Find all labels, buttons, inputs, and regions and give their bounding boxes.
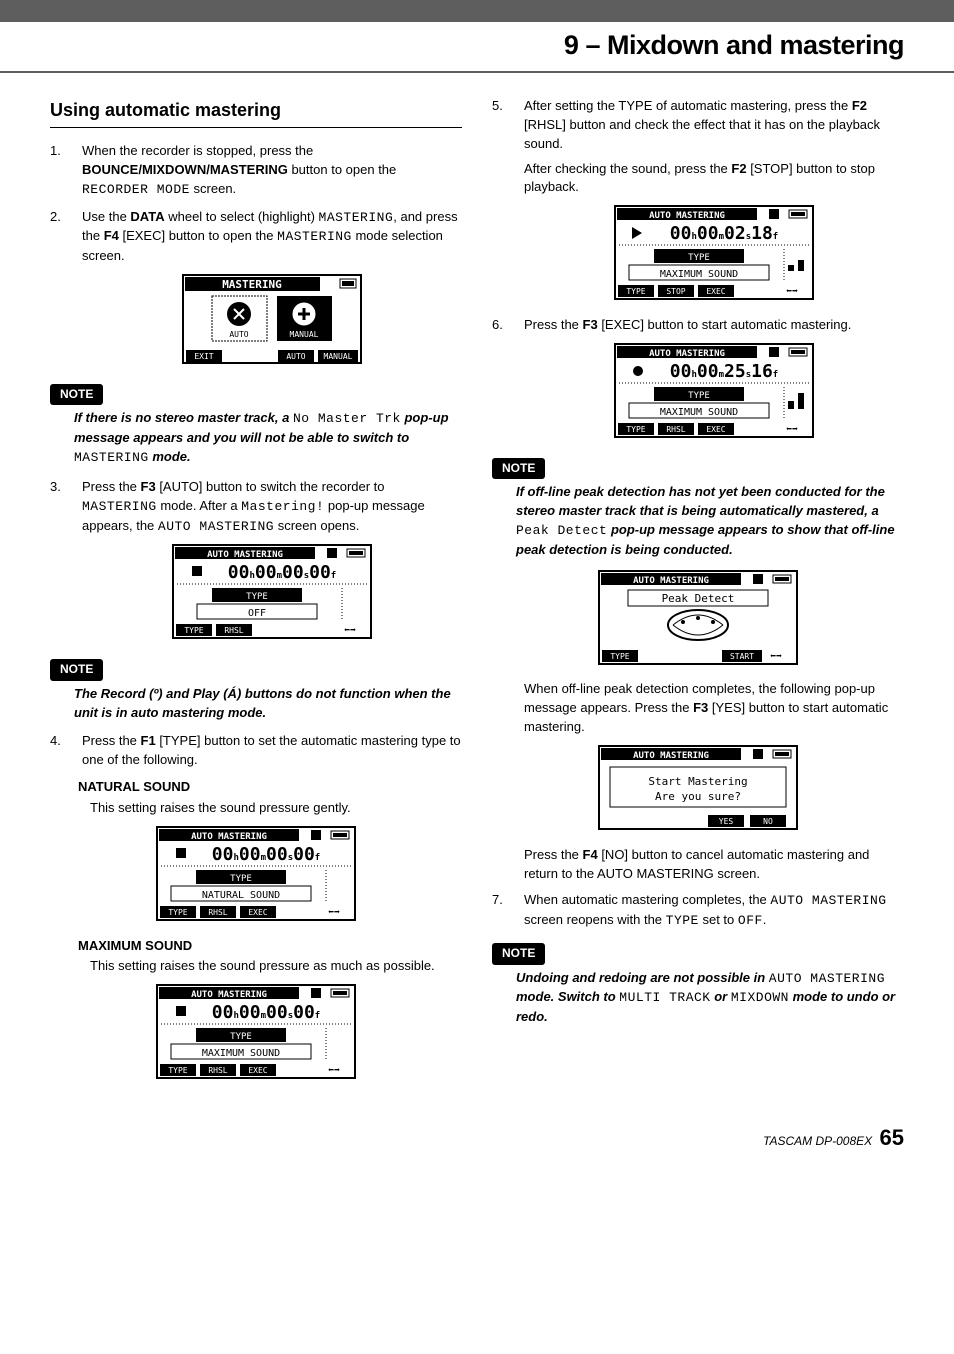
step-4: Press the F1 [TYPE] button to set the au… [50,732,462,770]
lcd-mastering-mode: MASTERING AUTO MANUAL EXIT AUTO MANUAL [182,274,362,364]
svg-text:TYPE: TYPE [626,425,645,434]
svg-text:TYPE: TYPE [246,592,268,602]
page-footer: TASCAM DP-008EX 65 [0,1095,954,1171]
svg-text:TYPE: TYPE [688,253,710,263]
svg-text:MAXIMUM SOUND: MAXIMUM SOUND [660,269,738,280]
svg-text:EXEC: EXEC [706,287,725,296]
note-1-body: If there is no stereo master track, a No… [50,409,462,468]
chapter-header: 9 – Mixdown and mastering [0,22,954,73]
svg-text:⬅︎➡︎: ⬅︎➡︎ [786,286,798,297]
svg-text:⬅︎➡︎: ⬅︎➡︎ [344,625,356,636]
step-7: When automatic mastering completes, the … [492,891,904,931]
lcd-auto-off: AUTO MASTERING 00h00m00s00f TYPE OFF TYP… [172,544,372,639]
svg-text:Start Mastering: Start Mastering [648,775,747,788]
section-heading: Using automatic mastering [50,97,462,123]
svg-text:AUTO MASTERING: AUTO MASTERING [191,832,267,842]
note-2-body: The Record (º) and Play (Á) buttons do n… [50,685,462,723]
svg-text:EXIT: EXIT [194,352,213,361]
svg-text:TYPE: TYPE [688,391,710,401]
svg-text:00h00m02s18f: 00h00m02s18f [670,223,778,244]
natural-sound-heading: NATURAL SOUND [78,778,462,797]
svg-text:AUTO MASTERING: AUTO MASTERING [207,550,283,560]
step-6: Press the F3 [EXEC] button to start auto… [492,316,904,444]
svg-text:Are you sure?: Are you sure? [655,790,741,803]
svg-text:AUTO MASTERING: AUTO MASTERING [191,990,267,1000]
step-5: After setting the TYPE of automatic mast… [492,97,904,306]
page-number: 65 [880,1125,904,1150]
chapter-title: 9 – Mixdown and mastering [50,30,904,61]
svg-text:⬅︎➡︎: ⬅︎➡︎ [786,424,798,435]
top-bar [0,0,954,22]
post-peak-text-2: Press the F4 [NO] button to cancel autom… [492,846,904,884]
svg-text:START: START [730,652,754,661]
svg-text:MAXIMUM SOUND: MAXIMUM SOUND [660,407,738,418]
note-tag-3: NOTE [492,458,545,479]
note-tag: NOTE [50,384,103,405]
svg-text:MANUAL: MANUAL [324,352,353,361]
lcd-auto-exec: AUTO MASTERING 00h00m25s16f TYPE MAXIMUM… [614,343,814,438]
right-column: After setting the TYPE of automatic mast… [492,97,904,1095]
svg-text:AUTO: AUTO [286,352,305,361]
svg-text:00h00m25s16f: 00h00m25s16f [670,361,778,382]
svg-text:EXEC: EXEC [706,425,725,434]
step-1: When the recorder is stopped, press the … [50,142,462,200]
svg-text:RHSL: RHSL [224,626,243,635]
maximum-sound-body: This setting raises the sound pressure a… [90,957,462,976]
svg-text:MANUAL: MANUAL [290,330,319,339]
svg-text:TYPE: TYPE [168,1066,187,1075]
svg-text:OFF: OFF [248,608,266,619]
svg-text:TYPE: TYPE [230,1032,252,1042]
svg-text:STOP: STOP [666,287,685,296]
svg-text:EXEC: EXEC [248,908,267,917]
svg-text:AUTO MASTERING: AUTO MASTERING [633,576,709,586]
svg-text:TYPE: TYPE [184,626,203,635]
note-tag-2: NOTE [50,659,103,680]
lcd-auto-natural: AUTO MASTERING 00h00m00s00f TYPE NATURAL… [156,826,356,921]
svg-text:AUTO MASTERING: AUTO MASTERING [649,211,725,221]
svg-text:RHSL: RHSL [208,908,227,917]
post-peak-text-1: When off-line peak detection completes, … [492,680,904,737]
step-3: Press the F3 [AUTO] button to switch the… [50,478,462,645]
svg-text:⬅︎➡︎: ⬅︎➡︎ [770,651,782,662]
svg-text:MAXIMUM SOUND: MAXIMUM SOUND [202,1048,280,1059]
svg-text:AUTO MASTERING: AUTO MASTERING [649,349,725,359]
svg-text:AUTO: AUTO [229,330,248,339]
heading-rule [50,127,462,128]
svg-text:⬅︎➡︎: ⬅︎➡︎ [328,1065,340,1076]
svg-text:00h00m00s00f: 00h00m00s00f [212,844,320,865]
svg-text:TYPE: TYPE [230,874,252,884]
step-2: Use the DATA wheel to select (highlight)… [50,208,462,370]
lcd-start-confirm: AUTO MASTERING Start Mastering Are you s… [598,745,798,830]
note-tag-4: NOTE [492,943,545,964]
lcd-auto-maximum: AUTO MASTERING 00h00m00s00f TYPE MAXIMUM… [156,984,356,1079]
svg-text:RHSL: RHSL [208,1066,227,1075]
svg-text:⬅︎➡︎: ⬅︎➡︎ [328,907,340,918]
svg-text:MASTERING: MASTERING [222,278,282,291]
maximum-sound-heading: MAXIMUM SOUND [78,937,462,956]
svg-text:NATURAL SOUND: NATURAL SOUND [202,890,280,901]
svg-text:00h00m00s00f: 00h00m00s00f [212,1002,320,1023]
svg-text:TYPE: TYPE [610,652,629,661]
natural-sound-body: This setting raises the sound pressure g… [90,799,462,818]
footer-brand: TASCAM DP-008EX [763,1134,872,1148]
lcd-peak-detect: AUTO MASTERING Peak Detect TYPE START ⬅︎… [598,570,798,665]
svg-text:00h00m00s00f: 00h00m00s00f [228,562,336,583]
svg-text:TYPE: TYPE [168,908,187,917]
svg-text:EXEC: EXEC [248,1066,267,1075]
svg-text:RHSL: RHSL [666,425,685,434]
note-3-body: If off-line peak detection has not yet b… [492,483,904,559]
svg-text:YES: YES [719,817,734,826]
svg-text:TYPE: TYPE [626,287,645,296]
note-4-body: Undoing and redoing are not possible in … [492,969,904,1028]
svg-text:AUTO MASTERING: AUTO MASTERING [633,751,709,761]
svg-text:NO: NO [763,817,773,826]
svg-text:Peak Detect: Peak Detect [662,592,735,605]
left-column: Using automatic mastering When the recor… [50,97,462,1095]
lcd-auto-playing: AUTO MASTERING 00h00m02s18f TYPE MAXIMUM… [614,205,814,300]
